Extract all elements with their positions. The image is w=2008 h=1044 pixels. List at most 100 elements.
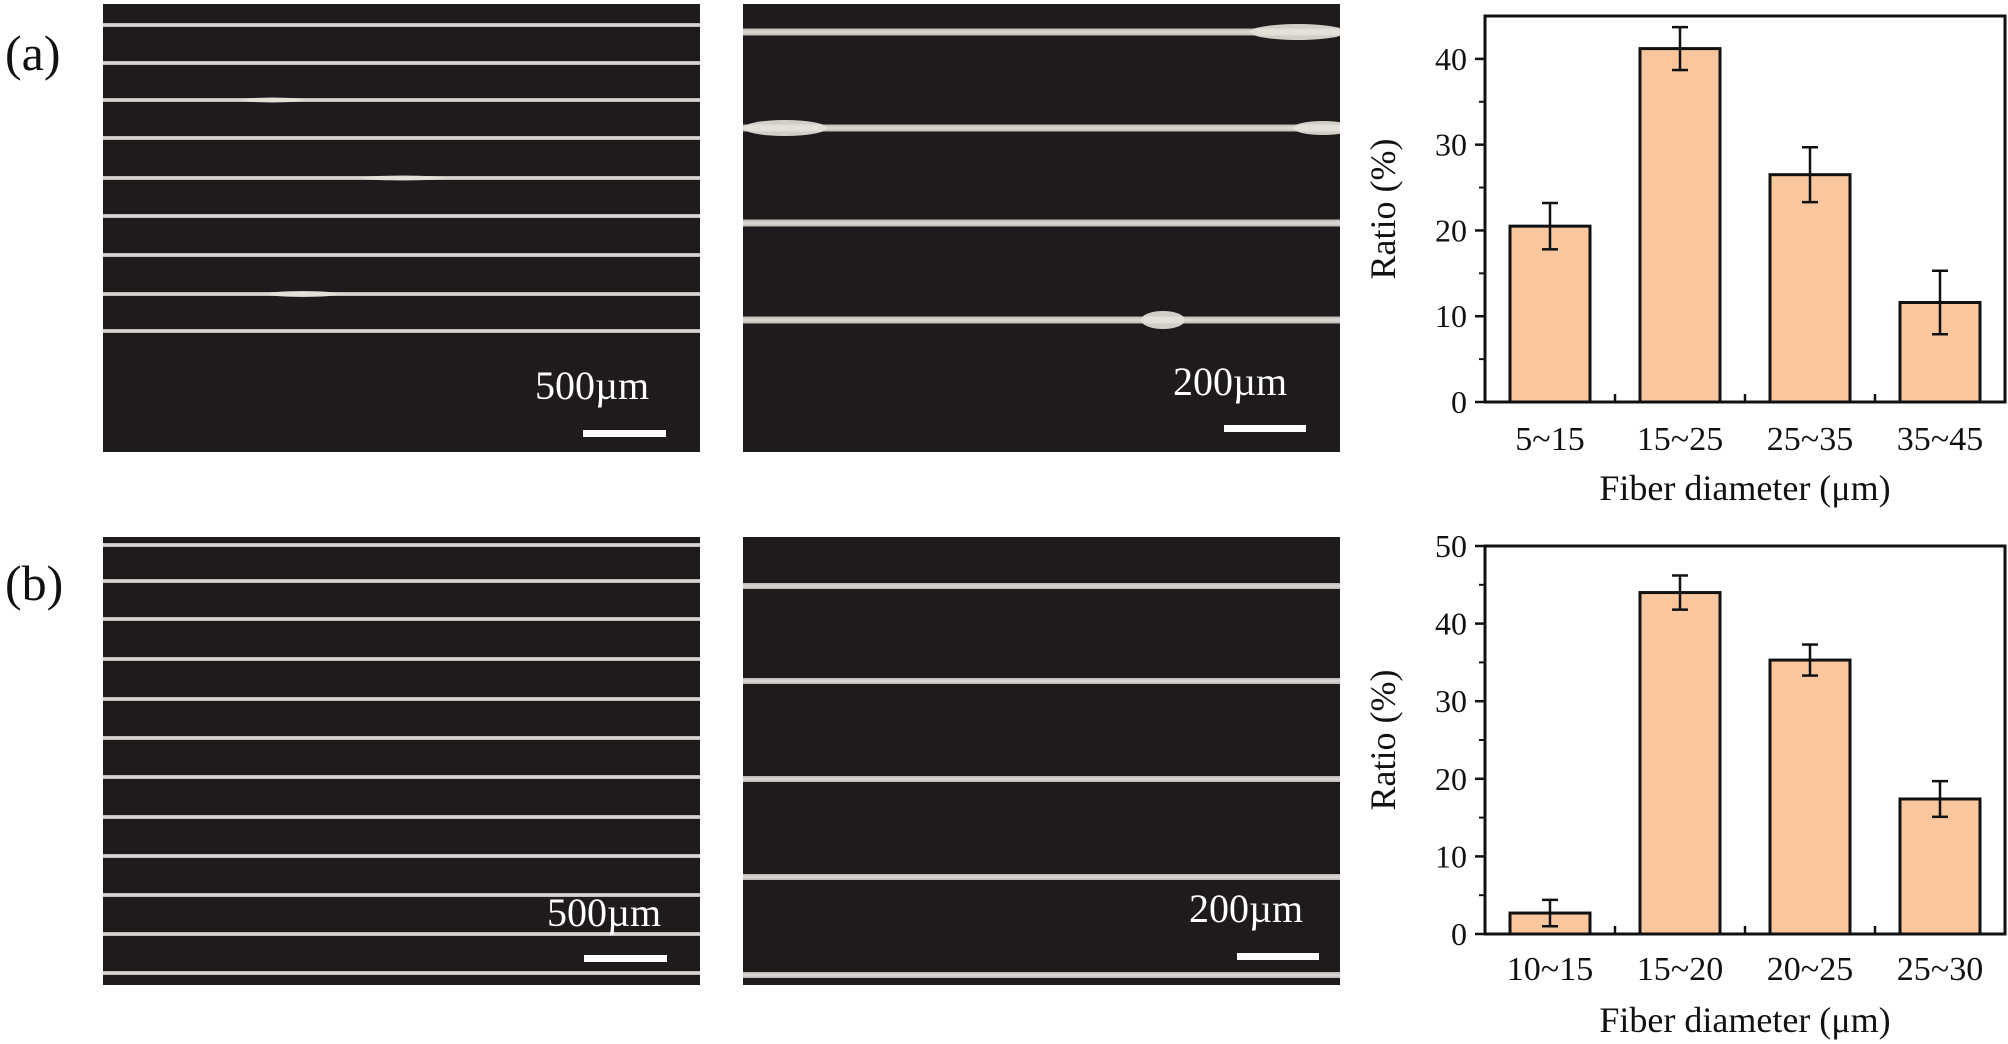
fiber-line xyxy=(743,219,1340,227)
fiber-highlight xyxy=(743,318,1340,322)
fiber-line xyxy=(103,775,700,779)
x-tick-label: 10~15 xyxy=(1507,951,1593,988)
x-tick-label: 25~35 xyxy=(1767,421,1853,458)
y-tick-label: 30 xyxy=(1435,683,1467,719)
y-tick-label: 20 xyxy=(1435,761,1467,797)
fiber-highlight xyxy=(103,698,700,700)
fiber-highlight xyxy=(743,679,1340,683)
fiber-lines xyxy=(103,23,700,333)
fiber-highlight xyxy=(103,330,700,332)
fiber-line xyxy=(103,214,700,218)
x-tick-label: 35~45 xyxy=(1897,421,1983,458)
y-axis-label: Ratio (%) xyxy=(1363,670,1403,811)
fiber-line xyxy=(103,815,700,819)
fiber-highlight xyxy=(743,584,1340,588)
x-axis-label: Fiber diameter (μm) xyxy=(1599,468,1890,508)
scale-bar xyxy=(1224,425,1306,432)
y-tick-label: 50 xyxy=(1435,528,1467,564)
x-axis-label: Fiber diameter (μm) xyxy=(1599,1000,1890,1040)
bar-chart-a: 5~15 15~25 25~35 35~45 0 10 20 30 40 Fiber diamet… xyxy=(1363,14,2007,508)
fiber-line xyxy=(103,736,700,740)
fiber-bead xyxy=(268,291,338,297)
fiber-bead xyxy=(1250,24,1340,40)
bar-chart-b: 10~15 15~20 20~25 25~30 0 10 20 30 40 50 Fiber dia… xyxy=(1363,528,2007,1040)
fiber-highlight xyxy=(103,293,700,295)
bar xyxy=(1508,911,1592,936)
fiber-line xyxy=(743,678,1340,684)
fiber-line xyxy=(103,136,700,140)
fiber-highlight xyxy=(743,777,1340,781)
fiber-highlight xyxy=(103,254,700,256)
x-tick-label: 5~15 xyxy=(1515,421,1584,458)
fiber-bead xyxy=(743,120,827,136)
y-tick-label: 40 xyxy=(1435,606,1467,642)
fiber-highlight xyxy=(743,30,1340,34)
fiber-line xyxy=(103,697,700,701)
fiber-highlight xyxy=(103,658,700,660)
bar xyxy=(1898,300,1982,404)
fiber-line xyxy=(743,874,1340,880)
y-tick-label: 0 xyxy=(1451,384,1467,420)
fiber-line xyxy=(103,543,700,547)
scale-bar-label: 500µm xyxy=(547,890,662,935)
scale-bar-label: 200µm xyxy=(1173,359,1288,404)
fiber-line xyxy=(103,617,700,621)
fiber-highlight xyxy=(103,215,700,217)
scale-bar-label: 200µm xyxy=(1189,886,1304,931)
fiber-highlight xyxy=(743,875,1340,879)
fiber-highlight xyxy=(103,618,700,620)
fiber-line xyxy=(103,253,700,257)
fiber-highlight xyxy=(103,972,700,974)
fiber-bead xyxy=(1293,121,1340,135)
fiber-highlight xyxy=(103,816,700,818)
fiber-line xyxy=(103,657,700,661)
scale-bar xyxy=(1237,953,1319,960)
fiber-line xyxy=(103,292,700,296)
y-axis-label: Ratio (%) xyxy=(1363,139,1403,280)
plot-frame xyxy=(1483,14,2007,404)
fiber-line xyxy=(743,583,1340,589)
y-tick-label: 20 xyxy=(1435,212,1467,248)
scale-bar xyxy=(583,430,666,437)
fiber-lines xyxy=(743,583,1340,978)
y-tick-label: 10 xyxy=(1435,838,1467,874)
fiber-highlight xyxy=(743,126,1340,130)
fiber-line xyxy=(743,972,1340,978)
fiber-line xyxy=(103,23,700,27)
micrograph-a-low-mag: 500µm xyxy=(103,4,700,452)
fiber-line xyxy=(103,854,700,858)
fiber-line xyxy=(103,579,700,583)
fiber-highlight xyxy=(103,737,700,739)
panel-label-b: (b) xyxy=(5,555,64,611)
fiber-highlight xyxy=(743,221,1340,225)
fiber-highlight xyxy=(743,973,1340,977)
y-tick-label: 40 xyxy=(1435,41,1467,77)
panel-label-a: (a) xyxy=(5,25,61,81)
fiber-bead xyxy=(1141,311,1185,329)
x-tick-label: 20~25 xyxy=(1767,951,1853,988)
bar xyxy=(1638,591,1722,936)
x-tick-label: 15~25 xyxy=(1637,421,1723,458)
micrograph-b-high-mag: 200µm xyxy=(743,537,1340,985)
fiber-line xyxy=(103,98,700,102)
fiber-highlight xyxy=(103,137,700,139)
fiber-line xyxy=(743,316,1340,324)
x-tick-label: 15~20 xyxy=(1637,951,1723,988)
fiber-line xyxy=(103,932,700,936)
fiber-bead xyxy=(243,97,303,103)
fiber-line xyxy=(103,61,700,65)
fiber-highlight xyxy=(103,855,700,857)
fiber-highlight xyxy=(103,544,700,546)
fiber-lines xyxy=(743,24,1340,329)
bar xyxy=(1508,224,1592,404)
bar xyxy=(1768,173,1852,404)
fiber-highlight xyxy=(103,99,700,101)
x-tick-label: 25~30 xyxy=(1897,951,1983,988)
fiber-highlight xyxy=(103,894,700,896)
bar xyxy=(1638,47,1722,404)
fiber-highlight xyxy=(103,24,700,26)
scale-bar-label: 500µm xyxy=(535,363,650,408)
fiber-line xyxy=(103,893,700,897)
fiber-bead xyxy=(363,175,443,181)
fiber-line xyxy=(743,124,1340,132)
